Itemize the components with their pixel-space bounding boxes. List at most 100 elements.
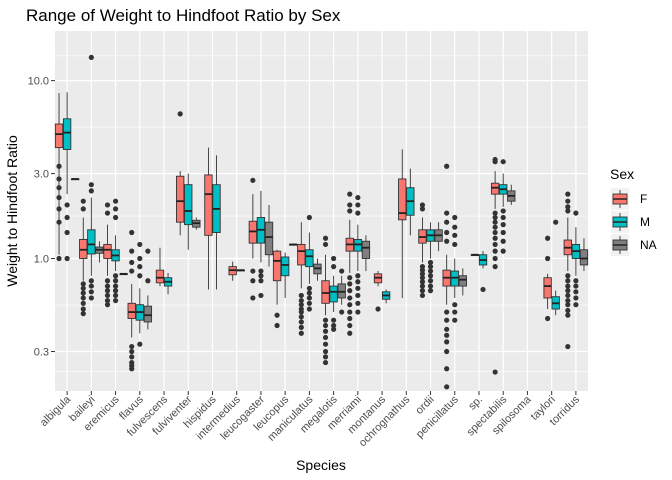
outlier-point [419, 288, 426, 294]
outlier-point [347, 191, 353, 197]
outlier-point [452, 224, 458, 230]
outlier-point [112, 273, 119, 279]
outlier-point [347, 302, 353, 308]
outlier-point [347, 309, 353, 315]
outlier-point [419, 292, 426, 299]
box-group-sp [470, 251, 488, 293]
outlier-point [104, 288, 111, 294]
outlier-point [64, 229, 70, 236]
box-montanus-F [373, 271, 383, 312]
box-megalotis-NA [337, 268, 346, 315]
outlier-point [80, 198, 86, 204]
outlier-point [104, 302, 111, 308]
box-flavus-M [135, 241, 144, 347]
outlier-point [444, 238, 450, 244]
box-spectabilis-F [490, 156, 500, 375]
box-megalotis-F [321, 235, 330, 366]
outlier-point [137, 341, 143, 347]
outlier-point [64, 214, 70, 221]
box-group-albigula [54, 92, 80, 262]
outlier-point [80, 306, 86, 312]
outlier-point [339, 268, 345, 274]
box-group-fulviventer [176, 111, 201, 250]
outlier-point [355, 309, 361, 315]
chart-title: Range of Weight to Hindfoot Ratio by Sex [26, 6, 341, 25]
box-fulviventer-M [184, 173, 193, 250]
box-maniculatus-NA [313, 258, 322, 281]
outlier-point [322, 328, 329, 334]
outlier-point [545, 255, 551, 262]
outlier-point [444, 317, 450, 323]
box-megalotis-M [329, 255, 338, 332]
outlier-point [565, 343, 571, 350]
box-fulviventer-NA [192, 217, 201, 230]
outlier-point [355, 210, 361, 216]
outlier-point [177, 111, 183, 117]
outlier-point [258, 292, 264, 299]
outlier-point [80, 300, 86, 306]
box-group-hispidus [204, 147, 221, 290]
outlier-point [56, 163, 62, 169]
legend-key-f [611, 188, 629, 210]
outlier-point [80, 290, 86, 296]
outlier-point [56, 255, 62, 262]
outlier-point [104, 283, 111, 289]
outlier-point [492, 241, 498, 248]
outlier-point [444, 326, 450, 332]
box-intermedius-M [236, 269, 245, 272]
outlier-point [112, 288, 119, 294]
box-baileyi-F [79, 198, 88, 317]
outlier-point [444, 219, 450, 225]
box-albigula-F [54, 93, 64, 262]
outlier-point [452, 309, 458, 315]
outlier-point [322, 317, 329, 323]
outlier-point [129, 343, 135, 350]
outlier-point [565, 191, 571, 197]
box-group-taylori [543, 219, 560, 322]
box-fulvescens-F [155, 247, 165, 287]
outlier-point [322, 348, 329, 355]
box-iqr [297, 243, 306, 266]
box-torridus-NA [579, 238, 589, 272]
outlier-point [500, 248, 506, 254]
outlier-point [104, 297, 111, 304]
outlier-point [565, 283, 571, 289]
outlier-point [88, 54, 94, 61]
box-group-leucopus [272, 243, 298, 329]
box-iqr [103, 243, 112, 259]
outlier-point [573, 278, 579, 284]
outlier-point [322, 359, 329, 366]
box-group-merriami [345, 191, 371, 336]
y-tick-label: 3.0 [34, 169, 49, 181]
outlier-point [258, 268, 264, 274]
box-ordii-F [418, 202, 427, 299]
outlier-point [129, 268, 135, 274]
box-montanus-M [381, 289, 391, 304]
plot-panel [55, 31, 588, 391]
box-sp-F [470, 253, 480, 256]
outlier-point [500, 238, 506, 244]
outlier-point [250, 268, 256, 274]
outlier-point [565, 297, 571, 304]
box-group-leucogaster [248, 177, 274, 301]
outlier-point [322, 341, 329, 347]
outlier-point [573, 283, 579, 289]
outlier-point [500, 159, 506, 165]
outlier-point [331, 264, 337, 270]
box-group-penicillatus [442, 163, 467, 390]
outlier-point [112, 206, 119, 212]
outlier-point [112, 214, 119, 221]
outlier-point [56, 219, 62, 225]
outlier-point [427, 273, 434, 279]
box-iqr [579, 249, 589, 266]
box-ochrognathus-M [406, 168, 415, 236]
box-hispidus-M [212, 155, 221, 290]
outlier-point [104, 210, 111, 216]
box-iqr [329, 285, 338, 303]
box-iqr [458, 275, 467, 287]
outlier-point [427, 259, 434, 266]
outlier-point [298, 297, 304, 304]
outlier-point [492, 369, 498, 375]
outlier-point [331, 255, 337, 262]
outlier-point [306, 306, 312, 312]
